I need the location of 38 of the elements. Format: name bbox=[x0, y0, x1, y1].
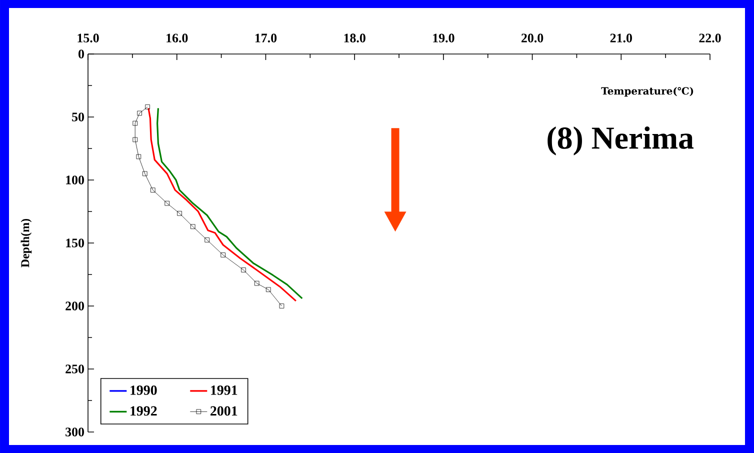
x-tick-label: 17.0 bbox=[255, 34, 277, 42]
point bbox=[279, 304, 284, 308]
x-axis-title: Temperature(℃) bbox=[601, 86, 694, 97]
point bbox=[136, 154, 142, 160]
y-tick-label: 50 bbox=[72, 112, 84, 122]
y-tick-label: 0 bbox=[78, 50, 84, 58]
point bbox=[132, 137, 138, 142]
y-tick-label: 250 bbox=[66, 364, 84, 374]
point bbox=[190, 224, 196, 230]
y-tick-label: 200 bbox=[66, 302, 84, 310]
point bbox=[137, 110, 142, 116]
y-tick-label: 300 bbox=[66, 428, 84, 436]
legend-label: 1990 bbox=[130, 386, 157, 395]
point bbox=[132, 120, 138, 126]
point bbox=[266, 287, 271, 292]
legend-label: 1992 bbox=[130, 406, 157, 416]
x-tick-label: 15.0 bbox=[78, 34, 99, 42]
point bbox=[164, 200, 170, 206]
annotation: (8) Nerima bbox=[548, 126, 694, 156]
y-tick-label: 100 bbox=[66, 176, 84, 184]
legend-label: 1991 bbox=[211, 386, 238, 395]
point bbox=[142, 171, 148, 176]
point bbox=[177, 210, 182, 216]
x-tick-label: 22.0 bbox=[699, 34, 721, 42]
y-axis-title: Depth(m) bbox=[20, 218, 32, 268]
x-tick-label: 20.0 bbox=[522, 34, 544, 42]
point bbox=[254, 280, 260, 286]
x-tick-label: 19.0 bbox=[433, 34, 454, 42]
x-tick-label: 16.0 bbox=[166, 34, 188, 42]
x-tick-label: 18.0 bbox=[344, 34, 366, 42]
legend-label: 2001 bbox=[210, 406, 238, 416]
point bbox=[204, 238, 210, 242]
point bbox=[150, 188, 156, 192]
point bbox=[220, 252, 226, 258]
x-tick-label: 21.0 bbox=[610, 34, 632, 42]
y-tick-label: 150 bbox=[66, 238, 84, 248]
point bbox=[145, 104, 150, 110]
point bbox=[241, 268, 246, 272]
